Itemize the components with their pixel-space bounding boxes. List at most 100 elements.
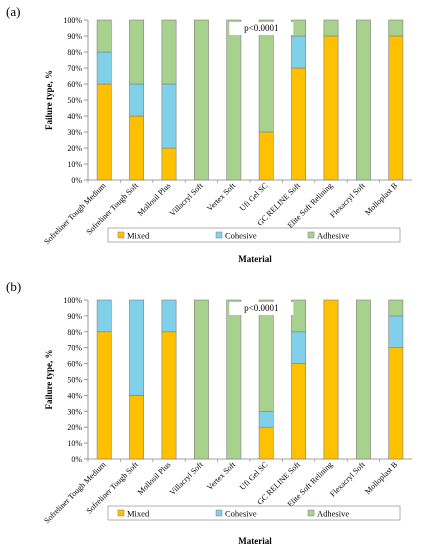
bar-cohesive-0 [96,299,112,333]
bar-mixed-6 [291,67,307,181]
x-axis-label: Material [238,536,272,546]
legend-swatch-cohesive [215,231,223,239]
legend-label-cohesive: Cohesive [225,509,257,519]
category-label: Mollosil Plus [136,460,173,497]
category-label: Flexacryl Soft [328,460,367,499]
chart-panel-b: (b) 0% 10% 20% 30% 40% 50% 60% 70% 80% 90% 100% Fail… [6,279,412,546]
bar-mixed-0 [96,331,112,460]
legend-box [107,227,401,243]
bar-adhesive-3 [193,19,209,181]
y-tick-label: 10% [67,160,82,169]
category-label: Vertex Soft [205,460,238,493]
bar-adhesive-5 [258,19,274,133]
legend-label-mixed: Mixed [127,231,150,241]
annotation-box [229,302,294,315]
y-tick-label: 30% [67,128,82,137]
category-label: Ufi Gel SC [238,460,270,492]
category-label: Villacryl Soft [168,460,206,498]
legend-label-adhesive: Adhesive [317,231,349,241]
bar-cohesive-5 [258,410,274,428]
bar-cohesive-1 [129,299,145,396]
y-tick-label: 100% [63,296,82,305]
y-axis-label: Failure type, % [44,349,54,409]
y-tick-label: 90% [67,32,82,41]
category-label: Vertex Soft [205,181,238,214]
bar-mixed-9 [388,35,404,181]
y-tick-label: 20% [67,144,82,153]
bar-adhesive-7 [323,19,339,37]
category-label: Flexacryl Soft [328,181,367,220]
bar-mixed-5 [258,426,274,460]
y-tick-label: 40% [67,391,82,400]
legend-label-mixed: Mixed [127,509,150,519]
legend-swatch-mixed [117,231,125,239]
y-tick-label: 80% [67,328,82,337]
bar-mixed-9 [388,347,404,460]
bar-cohesive-6 [291,35,307,69]
bar-adhesive-9 [388,299,404,317]
category-label: Ufi Gel SC [238,181,270,213]
y-tick-label: 30% [67,407,82,416]
panel-label: (a) [6,4,20,19]
bar-mixed-2 [161,147,177,181]
y-tick-label: 80% [67,48,82,57]
y-tick-label: 40% [67,112,82,121]
bar-mixed-7 [323,35,339,181]
bar-cohesive-2 [161,83,177,149]
bar-adhesive-4 [226,19,242,181]
bar-cohesive-0 [96,51,112,85]
bar-adhesive-9 [388,19,404,37]
bar-mixed-1 [129,115,145,181]
y-tick-label: 90% [67,312,82,321]
bar-mixed-2 [161,331,177,460]
y-tick-label: 70% [67,64,82,73]
bar-adhesive-5 [258,299,274,412]
y-tick-label: 60% [67,80,82,89]
legend-swatch-adhesive [307,231,315,239]
y-tick-label: 50% [67,96,82,105]
bar-mixed-7 [323,299,339,460]
y-tick-label: 10% [67,439,82,448]
y-tick-label: 60% [67,360,82,369]
category-label: Sofreliner Tough Medium [42,460,108,526]
y-tick-label: 50% [67,376,82,385]
bar-cohesive-2 [161,299,177,333]
legend-label-adhesive: Adhesive [317,509,349,519]
y-tick-label: 70% [67,344,82,353]
bar-adhesive-4 [226,299,242,460]
bar-adhesive-8 [355,19,371,181]
category-label: Mollosil Plus [136,181,173,218]
legend-swatch-cohesive [215,509,223,517]
bar-adhesive-3 [193,299,209,460]
annotation-box [229,22,294,35]
bar-adhesive-1 [129,19,145,85]
category-label: Molloplast B [363,181,399,217]
legend-swatch-mixed [117,509,125,517]
legend-swatch-adhesive [307,509,315,517]
category-label: Sofreliner Tough Medium [42,181,108,247]
category-label: Molloplast B [363,460,399,496]
panel-label: (b) [6,279,21,294]
legend-box [107,505,401,521]
bar-cohesive-1 [129,83,145,117]
x-axis-label: Material [238,254,272,264]
bar-adhesive-8 [355,299,371,460]
chart-panel-a: (a) 0% 10% 20% 30% 40% 50% 60% 70% 80% 90% 100% Fail… [6,4,412,264]
p-value-annotation: p<0.0001 [244,303,278,313]
bar-adhesive-2 [161,19,177,85]
bar-adhesive-0 [96,19,112,53]
bar-adhesive-6 [291,299,307,333]
y-axis-label: Failure type, % [44,70,54,130]
p-value-annotation: p<0.0001 [244,23,278,33]
y-tick-label: 20% [67,423,82,432]
bar-mixed-6 [291,363,307,460]
y-tick-label: 0% [71,455,82,464]
bar-mixed-0 [96,83,112,181]
category-label: Villacryl Soft [168,181,206,219]
bar-cohesive-9 [388,315,404,348]
y-tick-label: 0% [71,176,82,185]
bar-mixed-5 [258,131,274,181]
bar-adhesive-6 [291,19,307,37]
bar-cohesive-6 [291,331,307,364]
